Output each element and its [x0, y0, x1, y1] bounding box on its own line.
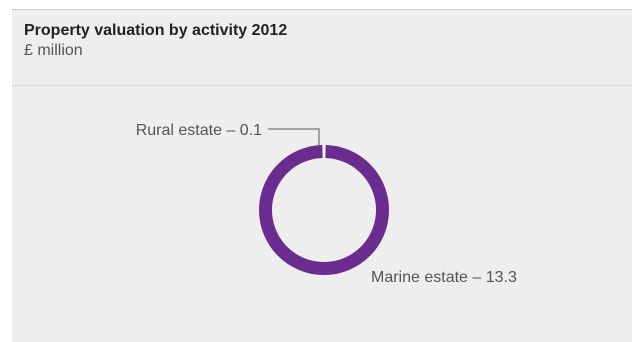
- donut-slice-rural-estate: [322, 144, 326, 159]
- chart-panel: Property valuation by activity 2012 £ mi…: [12, 9, 632, 342]
- chart-title: Property valuation by activity 2012: [24, 22, 288, 39]
- donut-slice-marine-estate: [259, 145, 389, 275]
- leader-line-rural-estate: [268, 128, 320, 147]
- slice-label-rural-estate: Rural estate – 0.1: [136, 122, 262, 139]
- chart-header: Property valuation by activity 2012 £ mi…: [12, 10, 632, 86]
- chart-subtitle: £ million: [24, 42, 83, 59]
- slice-label-marine-estate: Marine estate – 13.3: [371, 269, 517, 286]
